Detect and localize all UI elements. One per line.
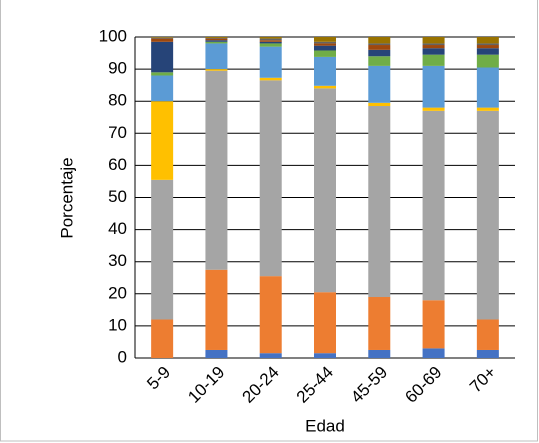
bar-segment: [476, 43, 499, 46]
bar-segment: [151, 37, 174, 38]
bar-segment: [259, 41, 282, 44]
bar-segment: [422, 107, 445, 111]
y-tick-label: 90: [108, 59, 127, 78]
bar-segment: [205, 41, 228, 44]
bar-segment: [259, 37, 282, 39]
bar-segment: [314, 41, 336, 44]
bar-segment: [476, 349, 499, 358]
bar-segment: [151, 101, 174, 180]
bar-segment: [314, 43, 336, 46]
bar-segment: [259, 77, 282, 81]
bar-segment: [314, 56, 336, 86]
bar-segment: [151, 72, 174, 76]
bar-segment: [205, 69, 228, 71]
bar-segment: [314, 45, 336, 51]
y-tick-label: 10: [108, 315, 127, 334]
bar-segment: [368, 65, 391, 103]
bar-segment: [259, 353, 282, 358]
y-tick-label: 40: [108, 219, 127, 238]
bar-segment: [368, 37, 391, 44]
y-tick-label: 100: [99, 26, 127, 45]
bar-segment: [476, 37, 499, 44]
bar-segment: [151, 319, 174, 358]
bar-segment: [151, 38, 174, 42]
bar-segment: [314, 37, 336, 42]
bar-segment: [205, 37, 228, 39]
bar-segment: [476, 48, 499, 55]
bar-segment: [368, 102, 391, 107]
bar-segment: [476, 319, 499, 350]
y-tick-label: 30: [108, 251, 127, 270]
bar-segment: [368, 56, 391, 66]
bar-segment: [314, 292, 336, 354]
bar-segment: [422, 348, 445, 358]
bar-segment: [205, 70, 228, 270]
y-tick-label: 50: [108, 187, 127, 206]
bar-segment: [314, 50, 336, 57]
bar-segment: [422, 37, 445, 44]
y-tick-label: 0: [118, 347, 127, 366]
bar-segment: [422, 54, 445, 66]
bar-segment: [259, 80, 282, 277]
bar-segment: [476, 54, 499, 68]
bar-segment: [476, 107, 499, 111]
bar-segment: [476, 45, 499, 49]
bar-segment: [259, 46, 282, 78]
bar-segment: [422, 300, 445, 349]
x-axis-label: Edad: [305, 416, 345, 435]
bar-segment: [476, 67, 499, 108]
y-tick-label: 20: [108, 283, 127, 302]
bar-segment: [205, 349, 228, 358]
bar-segment: [368, 49, 391, 57]
bar-segment: [368, 349, 391, 358]
bar-segment: [314, 85, 336, 89]
bar-segment: [422, 43, 445, 46]
bar-segment: [205, 43, 228, 70]
y-axis-label: Porcentaje: [57, 157, 76, 238]
bar-segment: [422, 65, 445, 108]
bar-segment: [259, 40, 282, 42]
bar-segment: [422, 110, 445, 301]
bar-segment: [205, 269, 228, 350]
y-tick-label: 60: [108, 155, 127, 174]
bar-segment: [368, 297, 391, 350]
bar-segment: [259, 43, 282, 47]
bar-segment: [259, 276, 282, 354]
bar-segment: [422, 45, 445, 49]
bar-segment: [476, 110, 499, 320]
bar-segment: [205, 37, 228, 38]
bar-segment: [151, 179, 174, 320]
bar-segment: [205, 40, 228, 42]
bar-segment: [368, 43, 391, 46]
bar-segment: [314, 353, 336, 358]
bar-segment: [368, 106, 391, 298]
bar-segment: [151, 75, 174, 102]
bar-segment: [151, 37, 174, 39]
y-tick-label: 70: [108, 123, 127, 142]
bar-segment: [314, 88, 336, 293]
bar-segment: [205, 38, 228, 41]
bar-segment: [368, 45, 391, 50]
bar-segment: [151, 41, 174, 73]
y-tick-label: 80: [108, 91, 127, 110]
bar-segment: [259, 38, 282, 41]
bar-segment: [422, 48, 445, 55]
